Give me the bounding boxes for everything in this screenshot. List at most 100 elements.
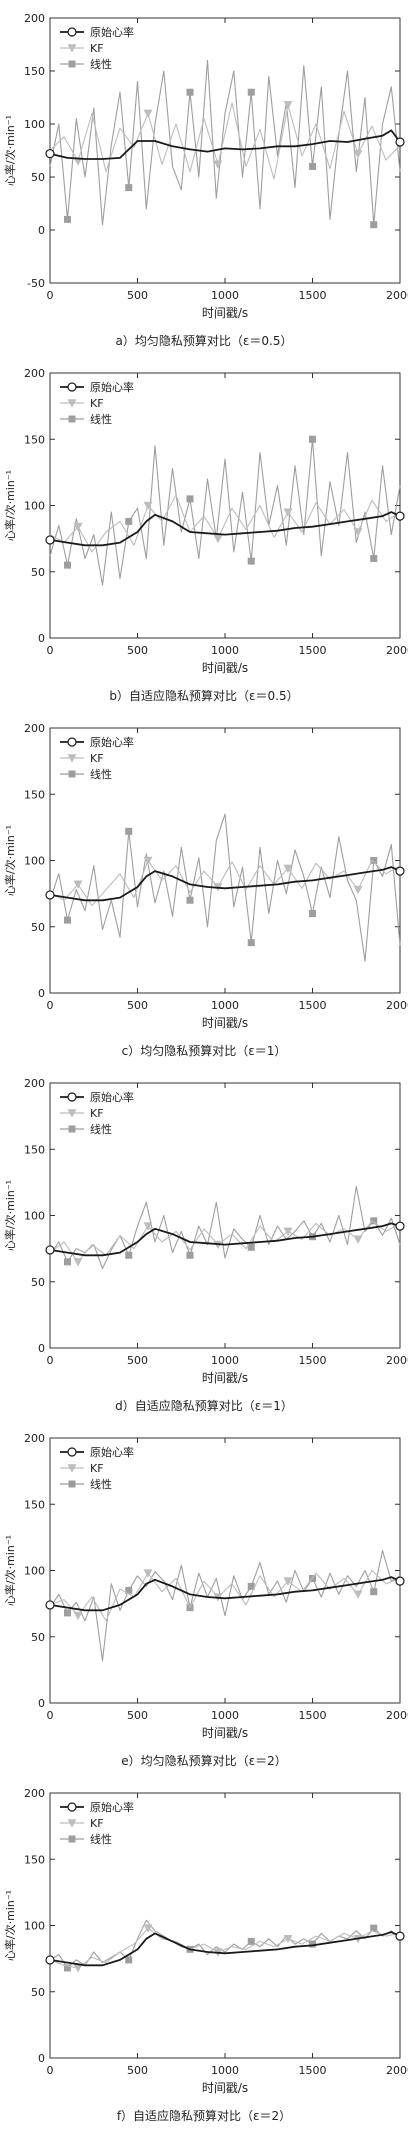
- x-tick-label: 1500: [299, 1709, 327, 1722]
- chart-panel-5: 0501001502000500100015002000时间戳/s心率/次·mi…: [3, 1432, 408, 1768]
- x-tick-label: 1500: [299, 289, 327, 302]
- chart-caption: a）均匀隐私预算对比（ε＝0.5）: [116, 333, 293, 348]
- series-line: [49, 1222, 401, 1257]
- legend-marker: [67, 44, 77, 53]
- series-original: [45, 1221, 405, 1257]
- x-tick-label: 0: [47, 644, 54, 657]
- legend-marker: [68, 415, 76, 423]
- series-linear: [49, 435, 401, 586]
- legend-label: 线性: [90, 412, 112, 426]
- series-kf: [49, 1220, 401, 1267]
- legend-marker: [68, 1480, 76, 1488]
- legend-marker: [67, 1819, 77, 1828]
- y-axis-label: 心率/次·min⁻¹: [3, 1535, 17, 1606]
- data-point: [45, 1245, 55, 1255]
- data-point: [73, 1258, 83, 1267]
- series-line: [49, 438, 401, 586]
- data-point: [143, 856, 153, 866]
- legend-marker: [67, 1802, 77, 1812]
- x-axis-label: 时间戳/s: [202, 1371, 248, 1385]
- data-point: [247, 939, 255, 947]
- y-tick-label: 150: [24, 788, 45, 801]
- y-tick-label: 100: [24, 1920, 45, 1933]
- x-axis-label: 时间戳/s: [202, 661, 248, 675]
- x-tick-label: 1000: [211, 289, 239, 302]
- data-point: [395, 1576, 405, 1586]
- data-point: [73, 522, 83, 532]
- series-linear: [49, 1550, 401, 1662]
- legend-label: 线性: [90, 767, 112, 781]
- y-axis-label: 心率/次·min⁻¹: [3, 1180, 17, 1251]
- data-point: [283, 101, 293, 110]
- x-tick-label: 1500: [299, 644, 327, 657]
- legend: 原始心率 KF 线性: [60, 380, 134, 426]
- data-point: [283, 1227, 293, 1237]
- series-kf: [49, 1569, 401, 1622]
- data-point: [309, 162, 316, 170]
- series-line: [49, 1576, 401, 1612]
- legend-marker: [67, 399, 77, 408]
- y-tick-label: 100: [24, 1565, 45, 1578]
- data-point: [73, 1611, 83, 1621]
- chart-caption: d）自适应隐私预算对比（ε＝1）: [115, 1398, 293, 1413]
- legend-marker: [68, 60, 76, 68]
- data-point: [45, 1600, 55, 1610]
- x-tick-label: 1000: [211, 999, 239, 1012]
- data-point: [64, 1609, 71, 1617]
- chart-caption: e）均匀隐私预算对比（ε＝2）: [121, 1753, 287, 1768]
- series-original: [45, 1931, 405, 1967]
- data-point: [143, 109, 153, 119]
- data-point: [370, 1217, 378, 1225]
- x-tick-label: 0: [47, 289, 54, 302]
- data-point: [186, 896, 194, 904]
- x-tick-label: 500: [127, 999, 148, 1012]
- data-point: [247, 1243, 255, 1251]
- data-point: [247, 557, 255, 565]
- y-tick-label: 0: [38, 2052, 45, 2065]
- data-point: [213, 534, 223, 544]
- legend-label: 原始心率: [90, 1800, 134, 1814]
- data-point: [125, 827, 133, 835]
- series-original: [45, 866, 405, 902]
- legend-label: KF: [90, 397, 104, 410]
- chart-caption: c）均匀隐私预算对比（ε＝1）: [122, 1043, 287, 1058]
- chart-panel-3: 0501001502000500100015002000时间戳/s心率/次·mi…: [3, 722, 408, 1058]
- y-tick-label: 150: [24, 1498, 45, 1511]
- data-point: [64, 1964, 71, 1972]
- y-axis-label: 心率/次·min⁻¹: [3, 115, 17, 186]
- series-line: [49, 59, 401, 226]
- y-tick-label: 0: [38, 987, 45, 1000]
- data-point: [186, 495, 194, 503]
- series-line: [49, 1927, 401, 1969]
- legend-marker: [67, 27, 77, 37]
- data-point: [64, 561, 71, 569]
- data-point: [186, 1251, 194, 1259]
- series-original: [45, 1576, 405, 1612]
- chart-panel-6: 0501001502000500100015002000时间戳/s心率/次·mi…: [3, 1787, 408, 2123]
- legend-label: 原始心率: [90, 1445, 134, 1459]
- y-tick-label: 200: [24, 722, 45, 735]
- data-point: [186, 88, 194, 96]
- series-linear: [49, 59, 401, 229]
- data-point: [370, 555, 378, 562]
- y-tick-label: 50: [31, 566, 45, 579]
- data-point: [64, 916, 71, 924]
- data-point: [143, 1222, 153, 1231]
- legend-label: 线性: [90, 1832, 112, 1846]
- data-point: [309, 435, 316, 443]
- x-tick-label: 500: [127, 1354, 148, 1367]
- y-tick-label: 150: [24, 1143, 45, 1156]
- x-axis-label: 时间戳/s: [202, 1726, 248, 1740]
- x-tick-label: 1000: [211, 1354, 239, 1367]
- series-line: [49, 813, 401, 962]
- legend-label: 原始心率: [90, 25, 134, 39]
- y-axis-label: 心率/次·min⁻¹: [3, 470, 17, 541]
- legend-label: KF: [90, 1817, 104, 1830]
